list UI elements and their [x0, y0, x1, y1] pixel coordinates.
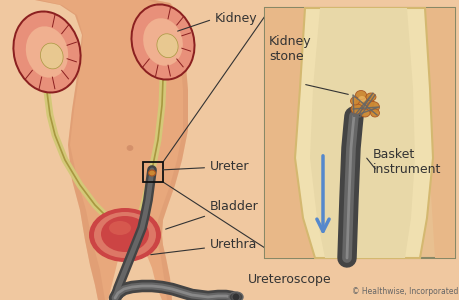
- Text: © Healthwise, Incorporated: © Healthwise, Incorporated: [351, 287, 457, 296]
- Polygon shape: [419, 8, 454, 258]
- Ellipse shape: [359, 109, 369, 117]
- Text: Kidney
stone: Kidney stone: [269, 35, 311, 63]
- Ellipse shape: [350, 97, 359, 105]
- Text: Bladder: Bladder: [165, 200, 258, 229]
- Ellipse shape: [89, 208, 161, 262]
- Bar: [264, 8, 454, 258]
- Ellipse shape: [157, 34, 178, 58]
- Ellipse shape: [130, 3, 195, 81]
- Ellipse shape: [12, 11, 81, 94]
- Ellipse shape: [143, 18, 182, 66]
- Circle shape: [231, 293, 240, 300]
- Ellipse shape: [355, 91, 366, 100]
- Polygon shape: [264, 8, 314, 258]
- Text: Kidney: Kidney: [177, 12, 257, 31]
- Text: Ureteroscope: Ureteroscope: [247, 273, 331, 286]
- Ellipse shape: [109, 221, 131, 235]
- Ellipse shape: [94, 212, 156, 258]
- Text: Basket
instrument: Basket instrument: [372, 148, 441, 176]
- Ellipse shape: [365, 93, 375, 101]
- Bar: [143, 162, 162, 182]
- Ellipse shape: [26, 26, 68, 78]
- Text: Ureter: Ureter: [162, 160, 249, 173]
- Polygon shape: [15, 0, 105, 300]
- Ellipse shape: [357, 96, 365, 102]
- Ellipse shape: [148, 170, 155, 176]
- Ellipse shape: [366, 101, 379, 112]
- Polygon shape: [15, 0, 188, 300]
- Ellipse shape: [14, 13, 79, 92]
- Ellipse shape: [101, 216, 149, 252]
- Polygon shape: [148, 0, 188, 300]
- Ellipse shape: [350, 104, 362, 114]
- Ellipse shape: [355, 96, 373, 110]
- Text: Urethra: Urethra: [151, 238, 257, 255]
- Ellipse shape: [132, 5, 193, 79]
- Ellipse shape: [40, 43, 63, 69]
- Polygon shape: [309, 8, 414, 258]
- Ellipse shape: [229, 292, 242, 300]
- Ellipse shape: [369, 109, 379, 117]
- Ellipse shape: [127, 146, 133, 151]
- Polygon shape: [294, 8, 432, 258]
